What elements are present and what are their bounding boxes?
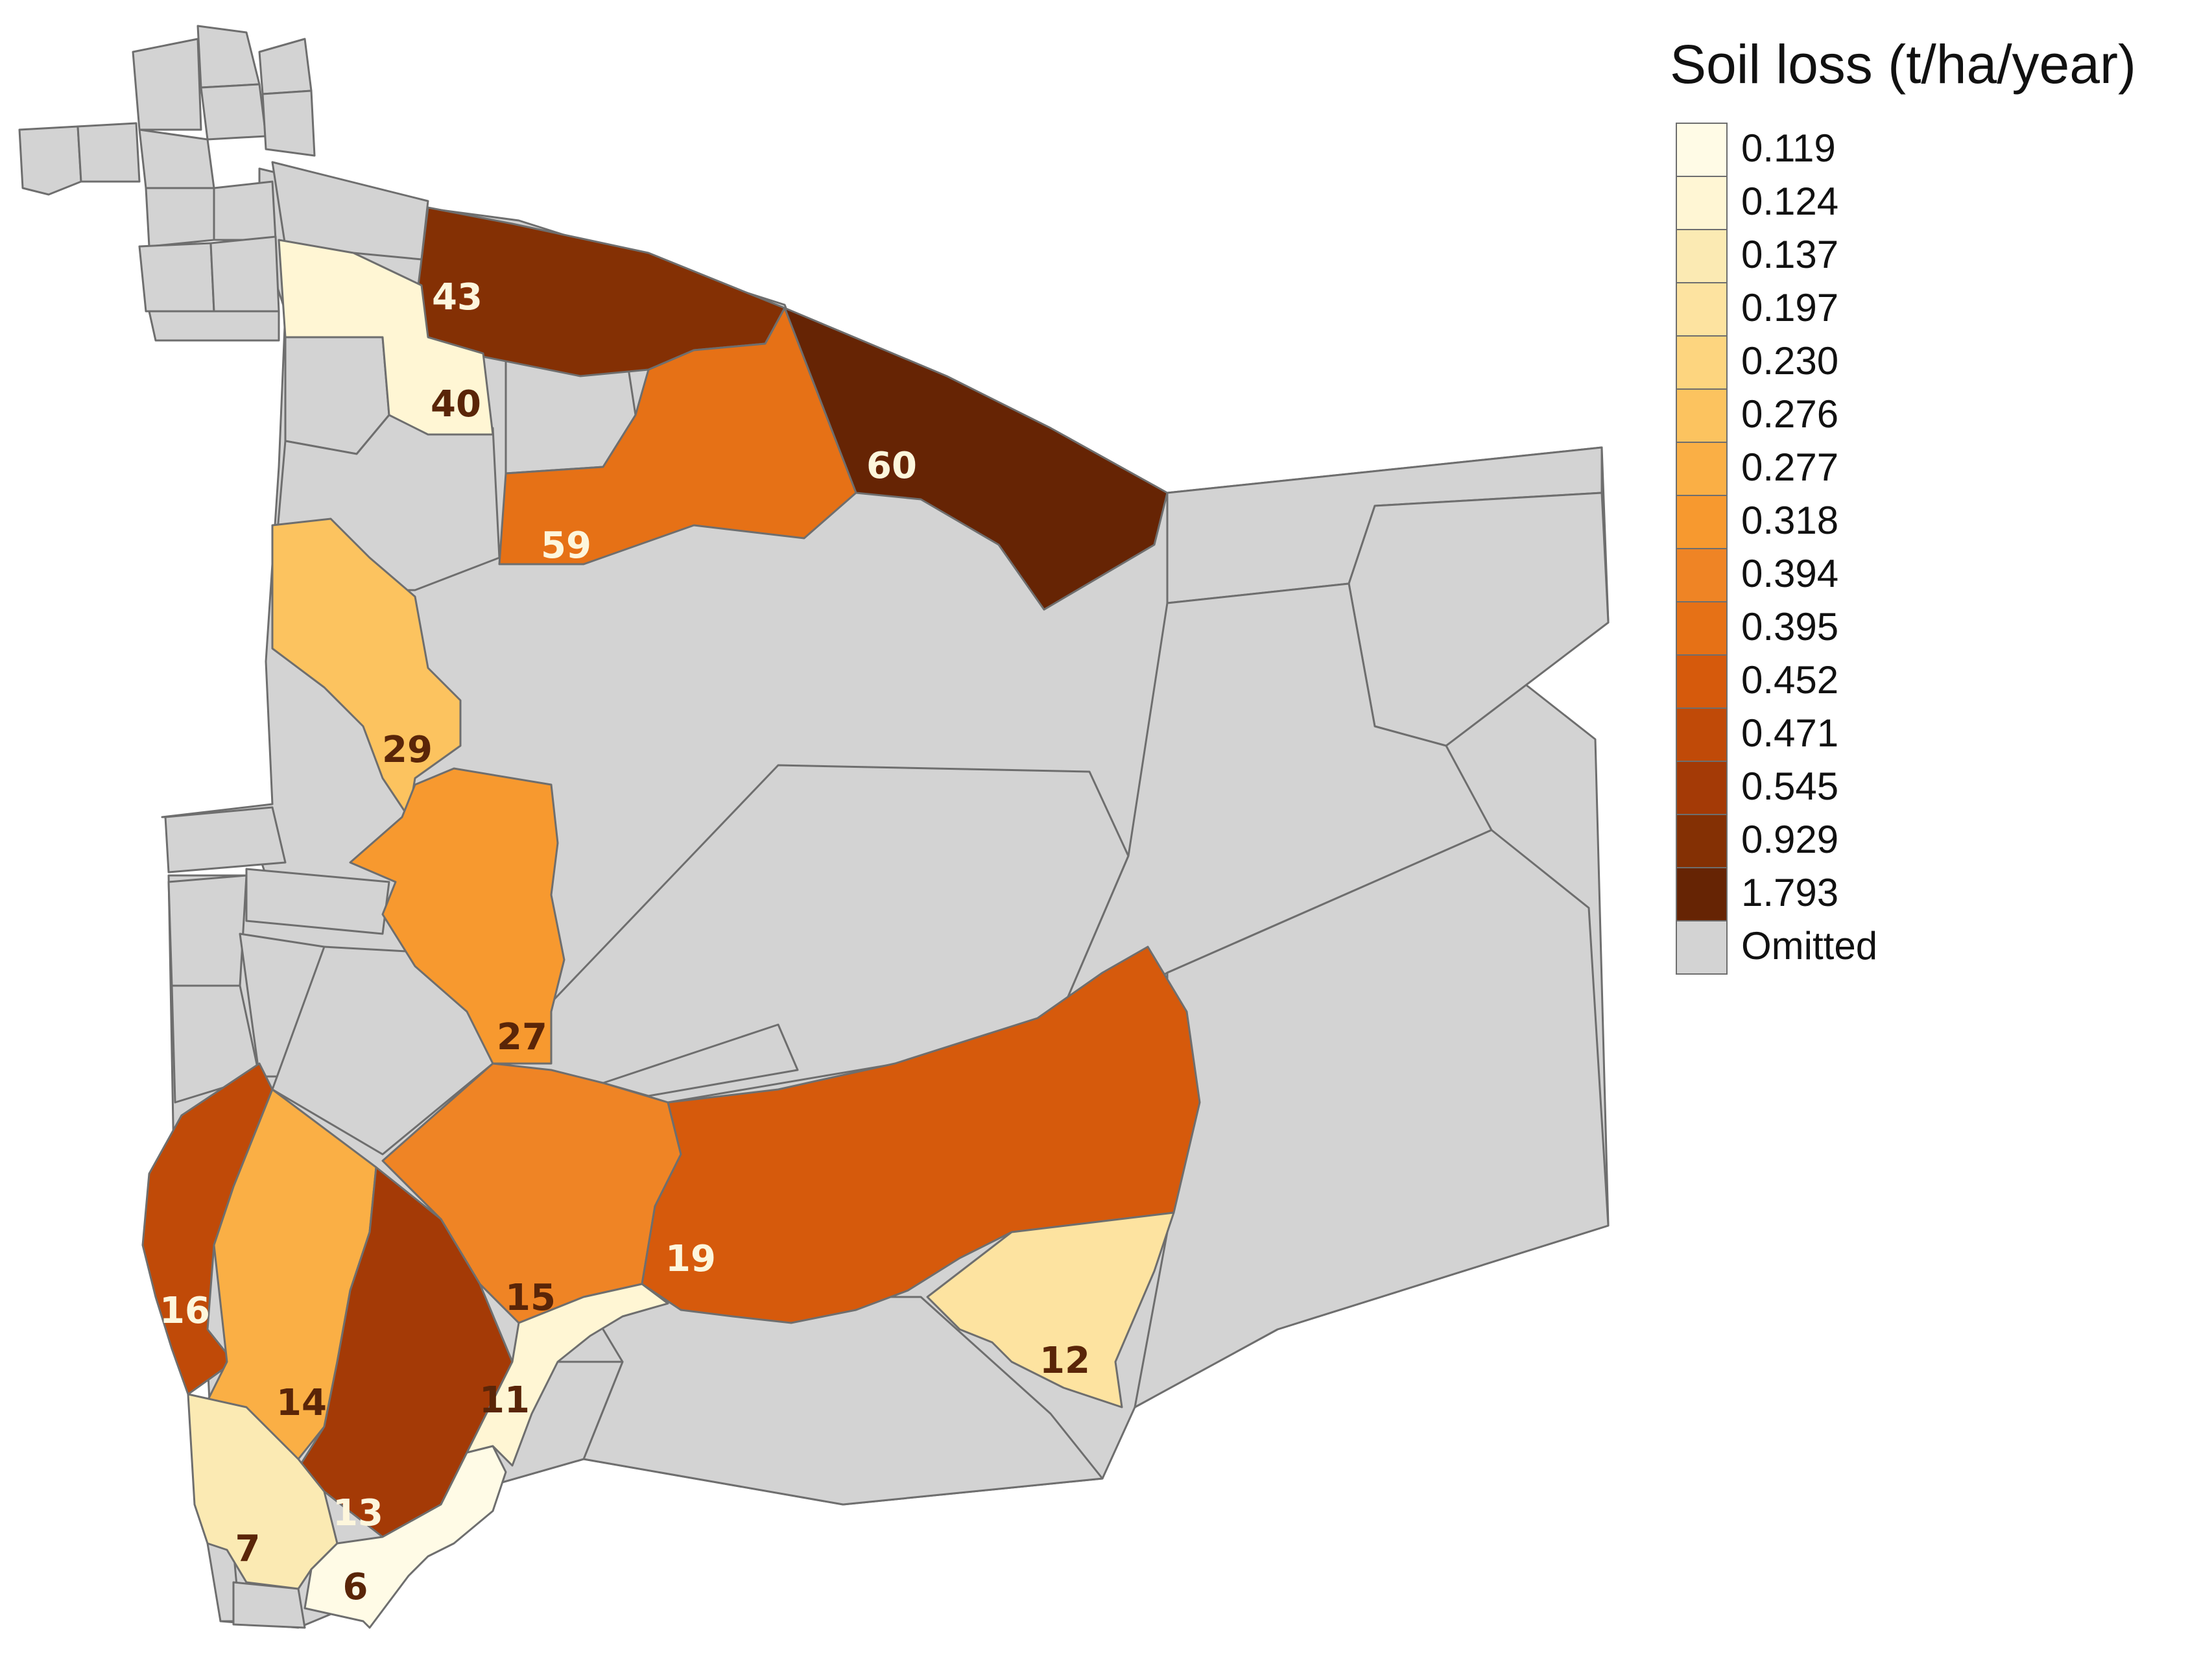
legend-label: 0.929 <box>1741 818 1838 861</box>
legend-swatch <box>1676 654 1728 709</box>
watershed-7 <box>187 1393 339 1590</box>
legend-label: 0.230 <box>1741 339 1838 383</box>
omitted-region <box>138 242 215 313</box>
omitted-region <box>138 128 215 189</box>
watershed-11 <box>466 1283 669 1467</box>
legend-label: Omitted <box>1741 924 1877 968</box>
legend-swatch <box>1676 601 1728 656</box>
legend-label: 0.452 <box>1741 658 1838 702</box>
omitted-region <box>213 180 277 241</box>
legend-swatch <box>1676 388 1728 443</box>
watershed-polygons <box>141 206 1201 1629</box>
legend-items: 0.119 0.124 0.137 0.197 0.230 0.276 0.277 0.318… <box>1676 123 1877 975</box>
omitted-region <box>145 187 215 248</box>
watershed-label: 7 <box>235 1528 261 1570</box>
legend-swatch <box>1676 282 1728 337</box>
omitted-region <box>1134 829 1610 1408</box>
watershed-label: 19 <box>665 1238 716 1280</box>
legend-label: 0.119 <box>1741 126 1836 170</box>
watershed-label: 14 <box>276 1382 327 1424</box>
legend-title: Soil loss (t/ha/year) <box>1670 34 2136 95</box>
legend-swatch <box>1676 495 1728 549</box>
legend-label: 0.394 <box>1741 552 1838 595</box>
legend-swatch <box>1676 335 1728 390</box>
watershed-label: 40 <box>431 383 481 425</box>
omitted-region <box>209 235 280 313</box>
watershed-label: 29 <box>382 729 433 771</box>
omitted-region <box>77 122 141 183</box>
legend-swatch <box>1676 814 1728 868</box>
omitted-region <box>261 89 316 157</box>
omitted-region <box>18 125 82 196</box>
watershed-27 <box>349 767 565 1065</box>
legend-swatch <box>1676 867 1728 921</box>
legend-label: 0.197 <box>1741 286 1838 329</box>
legend-label: 0.545 <box>1741 765 1838 808</box>
legend-label: 0.137 <box>1741 233 1838 276</box>
watershed-label: 60 <box>866 445 917 487</box>
omitted-region <box>148 310 280 342</box>
omitted-region <box>245 868 390 935</box>
omitted-region <box>258 38 313 95</box>
legend-swatch <box>1676 442 1728 496</box>
watershed-label: 27 <box>497 1016 547 1058</box>
watershed-60 <box>783 307 1169 611</box>
legend-swatch <box>1676 920 1728 975</box>
watershed-labels: 43 40 60 59 29 27 16 14 15 13 19 12 11 7… <box>160 276 1090 1608</box>
omitted-region <box>132 38 202 131</box>
watershed-6 <box>303 1445 507 1629</box>
watershed-label: 43 <box>432 276 482 318</box>
watershed-label: 6 <box>343 1566 368 1608</box>
legend-swatch <box>1676 761 1728 815</box>
watershed-label: 13 <box>333 1492 383 1534</box>
watershed-12 <box>926 1211 1175 1408</box>
legend-swatch <box>1676 548 1728 602</box>
legend-label: 1.793 <box>1741 871 1838 914</box>
omitted-region <box>1348 492 1610 747</box>
legend-swatch <box>1676 229 1728 283</box>
omitted-region <box>164 806 287 874</box>
legend: Soil loss (t/ha/year) 0.1190.1240.1370.1… <box>1670 34 2136 975</box>
legend-label: 0.124 <box>1741 180 1838 223</box>
watershed-40 <box>278 239 494 436</box>
legend-swatch <box>1676 123 1728 177</box>
omitted-region <box>167 874 248 987</box>
watershed-label: 59 <box>541 525 591 567</box>
legend-label: 0.276 <box>1741 392 1838 436</box>
watershed-label: 16 <box>160 1290 210 1332</box>
watershed-29 <box>271 517 462 818</box>
legend-label: 0.395 <box>1741 605 1838 648</box>
omitted-region <box>196 25 261 89</box>
legend-swatch <box>1676 176 1728 230</box>
watershed-13 <box>291 1166 514 1538</box>
omitted-region <box>200 83 267 141</box>
watershed-label: 12 <box>1040 1340 1090 1382</box>
watershed-label: 15 <box>505 1277 556 1319</box>
legend-label: 0.471 <box>1741 711 1838 755</box>
legend-swatch <box>1676 707 1728 762</box>
legend-label: 0.277 <box>1741 446 1838 489</box>
watershed-59 <box>498 307 857 565</box>
watershed-label: 11 <box>479 1379 530 1421</box>
legend-label: 0.318 <box>1741 499 1838 542</box>
